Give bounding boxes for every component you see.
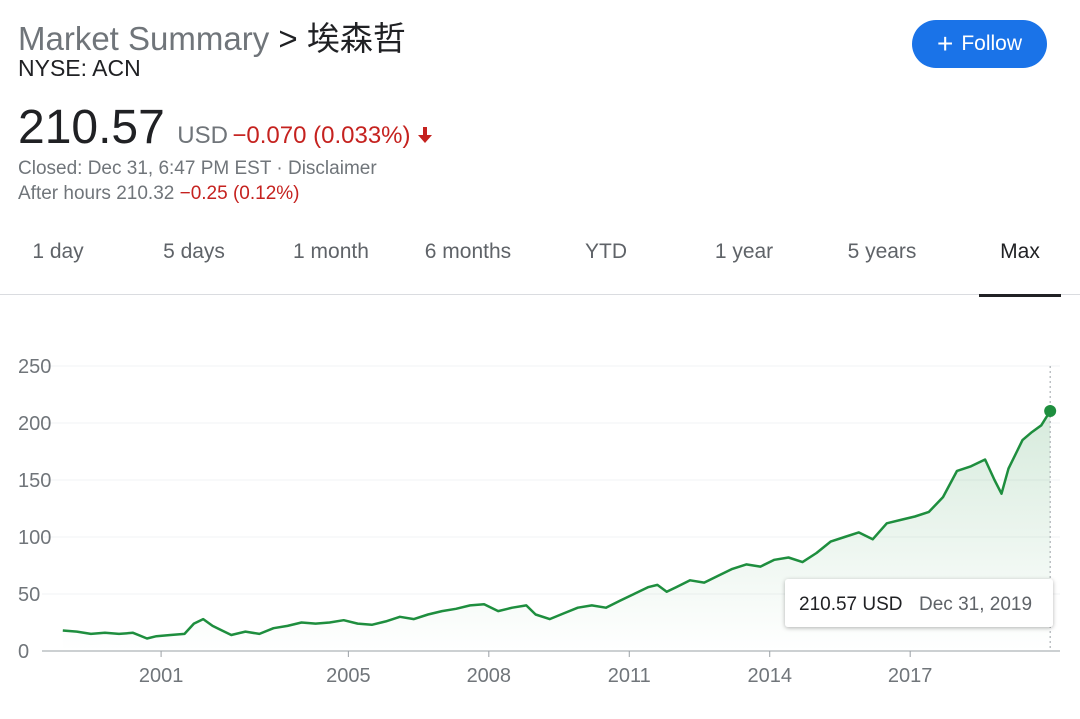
down-arrow	[417, 127, 432, 143]
tab[interactable]: Max	[1000, 240, 1040, 263]
x-tick-label: 2014	[747, 665, 792, 687]
follow-button[interactable]: + Follow	[912, 20, 1047, 68]
price-line: 210.57 USD −0.070 (0.033%)	[18, 100, 435, 155]
change: −0.070 (0.033%)	[232, 122, 411, 149]
tooltip: 210.57 USD Dec 31, 2019	[785, 579, 1053, 627]
tooltip-date: Dec 31, 2019	[919, 594, 1032, 615]
tab[interactable]: 1 year	[714, 240, 774, 263]
status: Closed: Dec 31, 6:47 PM EST · Disclaimer	[18, 158, 377, 179]
plus-icon: +	[936, 28, 954, 59]
header-line: Market Summary > 埃森哲	[18, 12, 406, 60]
y-tick-label: 200	[18, 413, 51, 435]
tab[interactable]: YTD	[585, 240, 627, 263]
x-tick-label: 2011	[608, 665, 651, 687]
tooltip-value: 210.57 USD	[799, 594, 903, 615]
y-tick-label: 0	[18, 641, 29, 663]
end-point	[1044, 404, 1057, 417]
tooltip-box	[785, 579, 1053, 627]
company-name: 埃森哲	[306, 20, 406, 57]
after-hours: After hours 210.32	[18, 183, 175, 204]
tab[interactable]: 1 day	[32, 240, 84, 263]
y-tick-label: 50	[18, 584, 40, 606]
active-tab-indicator	[979, 294, 1061, 297]
tab[interactable]: 5 days	[163, 240, 225, 263]
x-tick-label: 2001	[139, 665, 184, 687]
tab[interactable]: 5 years	[847, 240, 917, 263]
currency: USD	[177, 122, 228, 149]
tab[interactable]: 6 months	[424, 240, 512, 263]
divider	[0, 294, 1080, 295]
ticker: NYSE: ACN	[18, 55, 141, 81]
after-hours-change: −0.25 (0.12%)	[179, 183, 300, 204]
x-tick-label: 2008	[467, 665, 512, 687]
after-hours-line: After hours 210.32 −0.25 (0.12%)	[18, 183, 300, 205]
y-tick-label: 250	[18, 356, 51, 378]
tab[interactable]: 1 month	[293, 240, 369, 263]
x-tick-label: 2005	[326, 665, 371, 687]
y-tick-label: 150	[18, 470, 51, 492]
y-tick-label: 100	[18, 527, 51, 549]
price-line	[62, 410, 1052, 640]
price: 210.57	[18, 101, 165, 154]
separator: >	[278, 20, 298, 57]
x-tick-label: 2017	[888, 665, 933, 687]
breadcrumb[interactable]: Market Summary	[18, 20, 270, 57]
follow-label: Follow	[961, 32, 1023, 55]
